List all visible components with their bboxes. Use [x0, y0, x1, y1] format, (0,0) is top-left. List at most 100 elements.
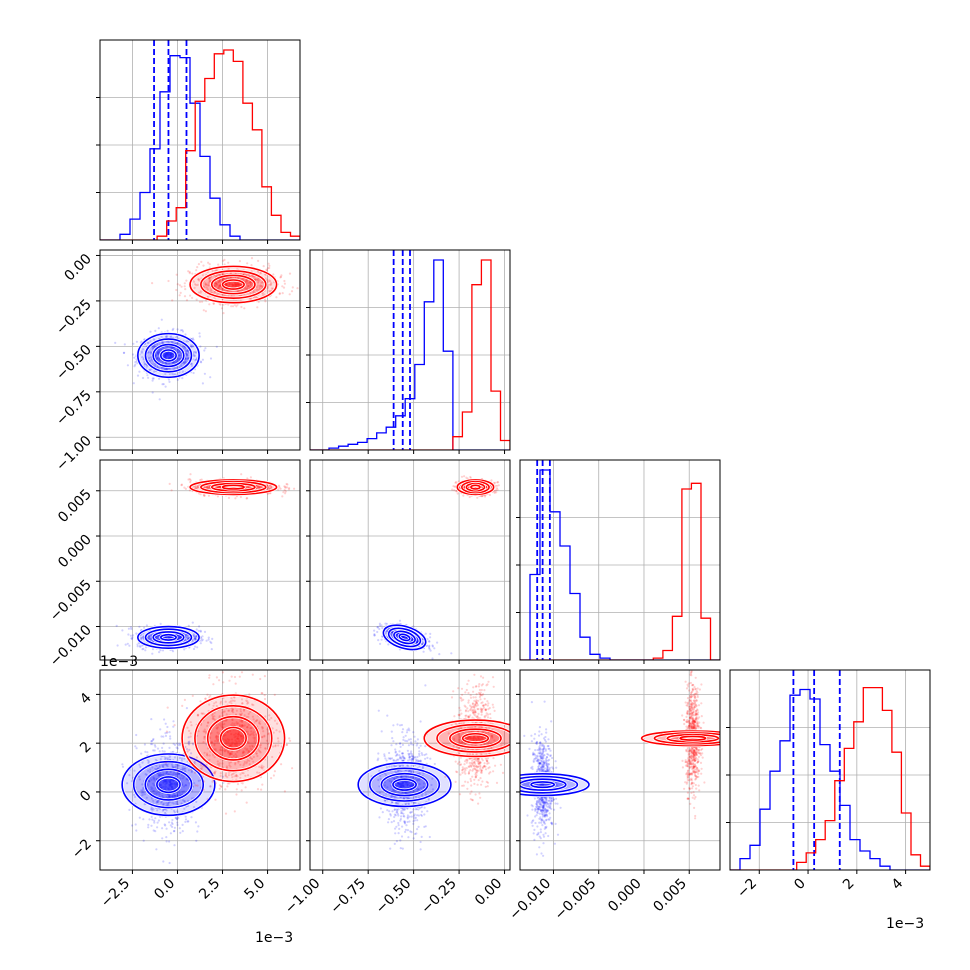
scatter-point: [166, 351, 169, 354]
scatter-point: [150, 638, 153, 641]
scatter-point: [180, 364, 183, 367]
scatter-point: [115, 624, 118, 628]
scatter-point: [138, 778, 141, 781]
scatter-point: [178, 294, 181, 297]
scatter-point: [169, 796, 172, 799]
scatter-point: [140, 637, 143, 640]
scatter-point: [175, 801, 178, 804]
scatter-point: [421, 641, 425, 645]
scatter-point: [169, 781, 172, 784]
scatter-point: [451, 488, 454, 491]
scatter-point: [253, 275, 256, 278]
scatter-point: [183, 361, 186, 364]
scatter-point: [208, 280, 211, 283]
scatter-point: [185, 352, 188, 355]
scatter-point: [282, 491, 285, 494]
scatter-point: [416, 638, 419, 642]
scatter-point: [166, 355, 169, 358]
scatter-point: [268, 264, 271, 267]
scatter-point: [258, 279, 261, 282]
scatter-point: [172, 830, 176, 833]
scatter-point: [153, 345, 156, 348]
scatter-point: [493, 490, 496, 493]
scatter-point: [166, 793, 169, 796]
scatter-point: [165, 367, 168, 371]
scatter-point: [136, 374, 140, 377]
scatter-point: [283, 282, 286, 285]
scatter-point: [138, 816, 141, 819]
scatter-point: [171, 796, 174, 799]
scatter-point: [178, 636, 182, 640]
scatter-point: [190, 816, 193, 819]
scatter-point: [153, 777, 156, 780]
density-fill: [211, 275, 255, 294]
scatter-point: [168, 795, 171, 798]
scatter-point: [259, 284, 262, 287]
scatter-point: [140, 351, 143, 354]
scatter-point: [296, 287, 299, 290]
scatter-point: [167, 636, 170, 639]
scatter-point: [285, 482, 288, 486]
scatter-point: [234, 281, 237, 284]
scatter-point: [497, 484, 500, 487]
scatter-point: [171, 328, 174, 332]
scatter-point: [469, 475, 472, 479]
scatter-point: [229, 282, 232, 286]
scatter-point: [165, 335, 168, 338]
scatter-point: [139, 645, 142, 649]
scatter-point: [143, 793, 147, 796]
scatter-point: [237, 290, 240, 293]
scatter-point: [179, 777, 182, 780]
scatter-point: [266, 269, 269, 272]
scatter-point: [149, 638, 152, 641]
scatter-point: [147, 761, 150, 765]
scatter-point: [178, 284, 181, 287]
scatter-point: [168, 801, 171, 804]
contour-line: [210, 482, 256, 492]
scatter-point: [123, 343, 126, 346]
scatter-point: [192, 280, 196, 283]
scatter-point: [147, 769, 150, 772]
scatter-point: [142, 788, 145, 791]
scatter-point: [169, 353, 172, 356]
scatter-point: [257, 280, 260, 283]
scatter-point: [246, 284, 249, 287]
scatter-point: [191, 272, 194, 275]
scatter-point: [156, 792, 159, 795]
scatter-point: [184, 349, 187, 352]
scatter-point: [237, 283, 240, 286]
scatter-point: [225, 277, 228, 280]
scatter-point: [138, 775, 141, 778]
scatter-point: [239, 299, 242, 302]
scatter-point: [160, 366, 163, 369]
scatter-point: [181, 330, 185, 333]
scatter-point: [207, 494, 210, 497]
scatter-point: [235, 305, 238, 308]
scatter-point: [187, 799, 190, 802]
scatter-point: [183, 486, 186, 489]
scatter-point: [141, 783, 144, 786]
scatter-point: [152, 776, 155, 779]
scatter-point: [194, 485, 197, 488]
scatter-point: [236, 282, 239, 285]
scatter-point: [428, 644, 431, 647]
scatter-point: [147, 376, 150, 379]
scatter-point: [173, 361, 176, 364]
scatter-point: [175, 336, 178, 339]
scatter-point: [184, 288, 187, 291]
scatter-point: [252, 275, 255, 278]
scatter-point: [284, 485, 287, 488]
scatter-point: [162, 781, 165, 784]
scatter-point: [165, 352, 168, 356]
scatter-point: [246, 285, 249, 288]
scatter-point: [380, 624, 383, 627]
scatter-point: [199, 360, 202, 363]
scatter-point: [193, 354, 196, 357]
scatter-point: [387, 643, 390, 646]
scatter-point: [225, 283, 228, 286]
scatter-point: [285, 486, 289, 489]
scatter-point: [164, 352, 167, 355]
scatter-point: [127, 633, 130, 636]
scatter-point: [257, 485, 260, 488]
scatter-point: [266, 280, 270, 283]
